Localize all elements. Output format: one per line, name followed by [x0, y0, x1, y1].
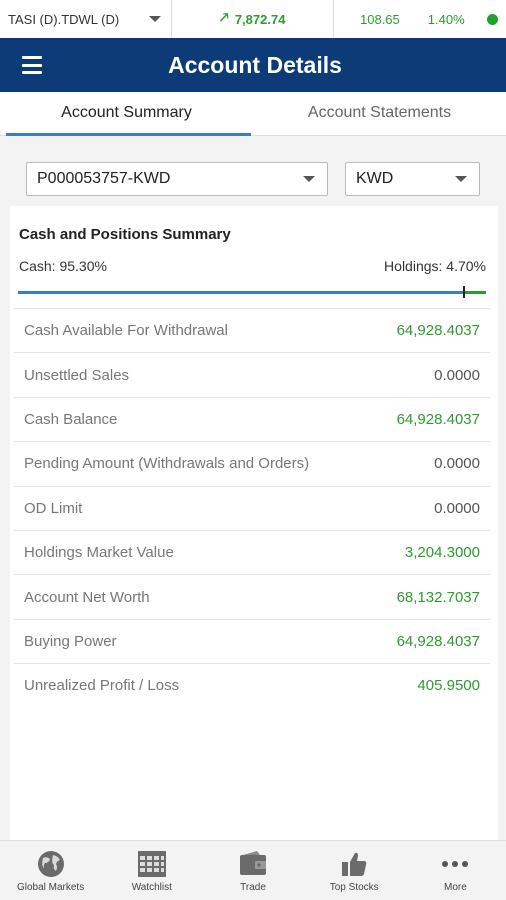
chevron-down-icon: [303, 176, 315, 182]
summary-row-value: 0.0000: [434, 455, 480, 473]
tab-bar: Account Summary Account Statements: [0, 92, 506, 136]
summary-row: Holdings Market Value 3,204.3000: [14, 529, 490, 574]
index-change-display: 108.65 1.40%: [334, 0, 506, 38]
summary-row: Unsettled Sales 0.0000: [14, 352, 490, 396]
nav-global-markets[interactable]: Global Markets: [0, 841, 101, 900]
app-header: Account Details: [0, 38, 506, 92]
summary-row-label: Buying Power: [24, 632, 117, 650]
symbol-selector[interactable]: TASI (D).TDWL (D): [0, 0, 172, 38]
holdings-bar-segment: [464, 291, 486, 294]
nav-more[interactable]: More: [405, 841, 506, 900]
market-status-dot-icon: [486, 13, 498, 25]
page-title: Account Details: [168, 51, 342, 78]
summary-row-label: Holdings Market Value: [24, 544, 174, 562]
summary-row-label: OD Limit: [24, 499, 83, 517]
market-ticker-bar: TASI (D).TDWL (D) 🡕 7,872.74 108.65 1.40…: [0, 0, 506, 38]
summary-row-label: Cash Balance: [24, 410, 118, 428]
summary-row-value: 64,928.4037: [396, 410, 480, 428]
menu-icon[interactable]: [22, 56, 42, 74]
cash-percent-label: Cash: 95.30%: [19, 258, 107, 274]
index-value: 7,872.74: [234, 11, 286, 27]
account-select[interactable]: P000053757-KWD: [26, 162, 328, 196]
index-change: 108.65: [360, 11, 400, 27]
summary-row: Cash Balance 64,928.4037: [14, 396, 490, 441]
summary-row: Cash Available For Withdrawal 64,928.4037: [14, 308, 490, 352]
cash-holdings-bar: [18, 286, 486, 298]
nav-label: More: [444, 882, 467, 893]
chevron-down-icon: [455, 176, 467, 182]
account-select-value: P000053757-KWD: [37, 170, 171, 187]
summary-card: Cash and Positions Summary Cash: 95.30% …: [10, 206, 498, 840]
summary-row-label: Cash Available For Withdrawal: [24, 322, 228, 340]
summary-row: Buying Power 64,928.4037: [14, 618, 490, 663]
summary-row: Pending Amount (Withdrawals and Orders) 0…: [14, 441, 490, 485]
nav-label: Trade: [240, 882, 266, 893]
thumbs-up-icon: [342, 852, 367, 876]
summary-row: Unrealized Profit / Loss 405.9500: [14, 663, 490, 707]
currency-select[interactable]: KWD: [345, 162, 480, 196]
tab-account-statements[interactable]: Account Statements: [307, 104, 452, 121]
summary-row-value: 64,928.4037: [396, 632, 480, 650]
tab-account-summary[interactable]: Account Summary: [0, 92, 253, 136]
summary-row-label: Unrealized Profit / Loss: [24, 677, 180, 695]
summary-rows: Cash Available For Withdrawal 64,928.4037…: [14, 308, 490, 708]
nav-label: Top Stocks: [329, 882, 379, 893]
symbol-label: TASI (D).TDWL (D): [8, 11, 120, 27]
nav-watchlist[interactable]: Watchlist: [101, 841, 202, 900]
summary-row: Account Net Worth 68,132.7037: [14, 574, 490, 618]
currency-select-value: KWD: [356, 170, 394, 187]
bar-divider-marker: [463, 286, 465, 298]
bottom-nav: Global Markets Watchlist Trade Top Stock…: [0, 840, 506, 900]
chevron-down-icon: [149, 16, 161, 22]
wallet-icon: [240, 851, 266, 875]
summary-row: OD Limit 0.0000: [14, 485, 490, 530]
up-arrow-icon: 🡕: [219, 9, 229, 25]
summary-row-label: Pending Amount (Withdrawals and Orders): [24, 455, 310, 473]
nav-label: Watchlist: [131, 882, 172, 893]
summary-row-value: 3,204.3000: [404, 544, 480, 562]
index-change-percent: 1.40%: [427, 11, 465, 27]
nav-label: Global Markets: [16, 882, 85, 893]
globe-icon: [37, 851, 64, 877]
summary-row-value: 0.0000: [434, 499, 480, 517]
holdings-percent-label: Holdings: 4.70%: [384, 258, 486, 274]
summary-row-value: 0.0000: [434, 366, 480, 384]
summary-row-label: Account Net Worth: [24, 588, 150, 606]
summary-row-value: 64,928.4037: [396, 322, 480, 340]
nav-trade[interactable]: Trade: [202, 841, 303, 900]
summary-row-label: Unsettled Sales: [24, 366, 130, 384]
summary-row-value: 405.9500: [417, 677, 480, 695]
summary-heading: Cash and Positions Summary: [19, 226, 231, 243]
cash-bar-segment: [18, 291, 464, 294]
nav-top-stocks[interactable]: Top Stocks: [304, 841, 405, 900]
more-dots-icon: [442, 861, 469, 867]
watchlist-icon: [137, 851, 166, 877]
index-value-display: 🡕 7,872.74: [172, 0, 334, 38]
summary-row-value: 68,132.7037: [396, 588, 480, 606]
